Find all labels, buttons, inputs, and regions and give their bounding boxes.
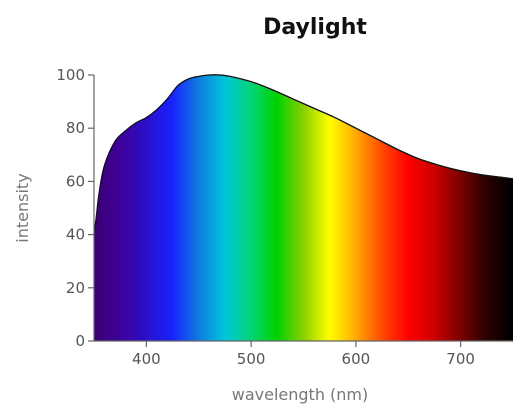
y-tick-label: 0	[75, 332, 85, 350]
y-tick-label: 20	[66, 279, 85, 297]
x-axis-label: wavelength (nm)	[232, 385, 369, 404]
x-tick-label: 400	[132, 350, 161, 368]
y-tick-label: 40	[66, 226, 85, 244]
chart-title: Daylight	[263, 15, 367, 40]
x-tick-label: 600	[342, 350, 371, 368]
y-tick-label: 100	[56, 66, 85, 84]
x-tick-label: 500	[237, 350, 266, 368]
y-tick-label: 60	[66, 172, 85, 190]
y-axis-label: intensity	[13, 173, 32, 242]
y-tick-label: 80	[66, 119, 85, 137]
intensity-curve	[93, 74, 513, 235]
x-tick-label: 700	[446, 350, 475, 368]
spectrum-area-fill	[94, 74, 513, 342]
